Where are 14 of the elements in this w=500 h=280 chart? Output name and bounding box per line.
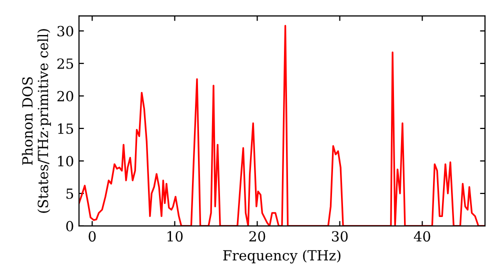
y-axis-title: Phonon DOS (States/THz·primitive cell)	[22, 29, 51, 213]
y-tick-label: 0	[66, 220, 74, 232]
x-tick-label: 30	[332, 231, 348, 242]
y-tick-label: 5	[66, 188, 74, 199]
x-tick-label: 20	[249, 231, 266, 242]
x-tick-label: 40	[414, 231, 430, 242]
y-tick-label: 25	[57, 58, 74, 69]
x-axis-title: Frequency (THz)	[223, 250, 340, 264]
y-tick-label: 10	[58, 156, 74, 166]
x-tick-label: 0	[88, 231, 96, 242]
x-tick-label: 10	[168, 231, 183, 242]
y-tick-label: 15	[58, 123, 74, 134]
y-tick-label: 30	[58, 26, 74, 36]
y-tick-label: 20	[57, 90, 74, 102]
